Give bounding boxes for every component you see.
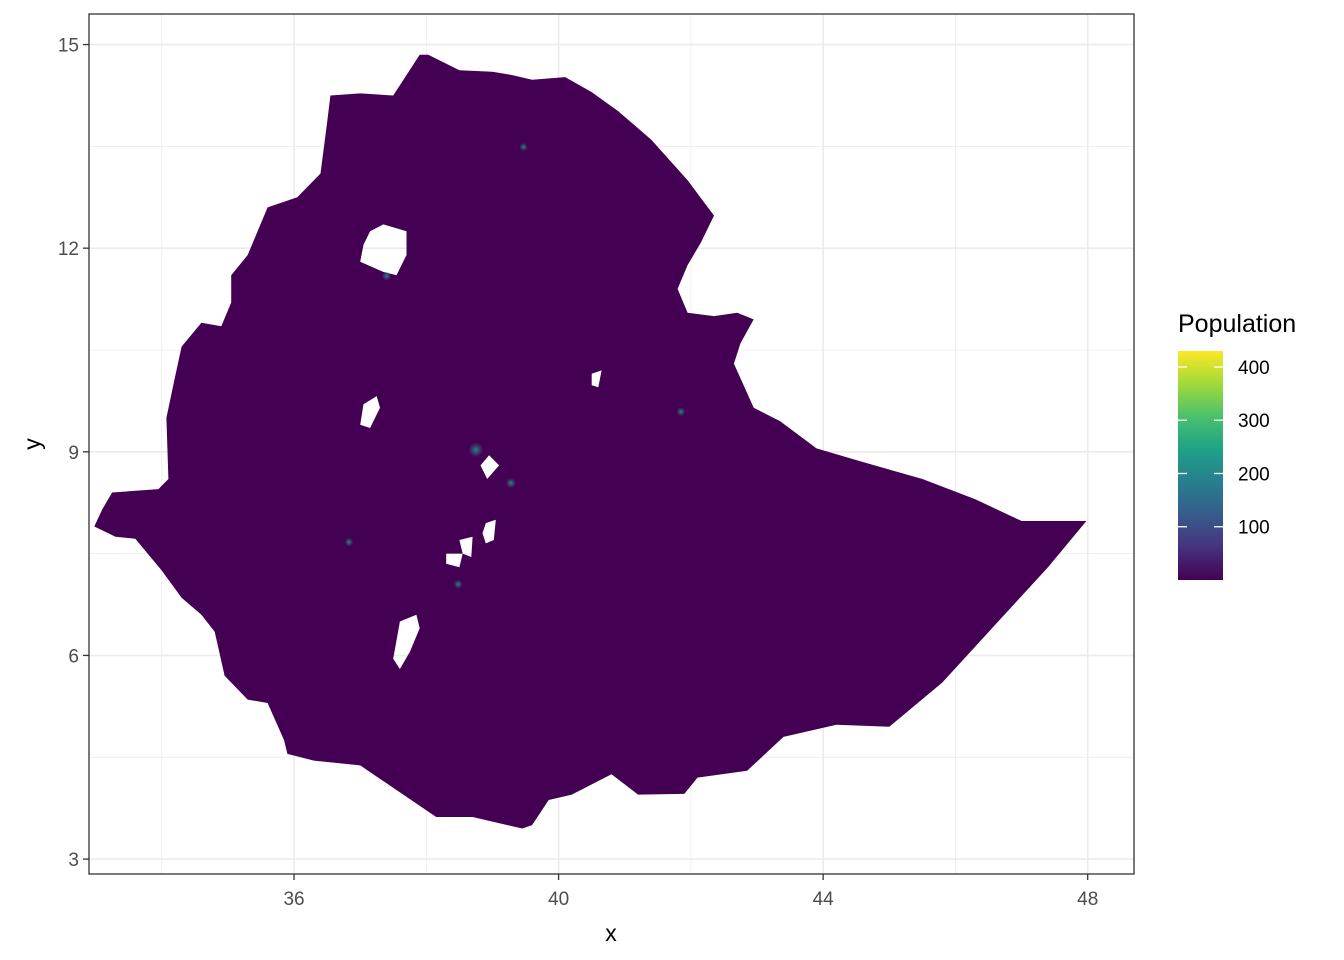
x-tick-label: 48	[1077, 889, 1098, 910]
y-tick-label: 6	[68, 646, 79, 667]
panel-border	[88, 13, 1135, 875]
population-hotspot	[453, 579, 463, 589]
ethiopia-region	[94, 54, 1087, 829]
population-hotspot	[519, 142, 528, 152]
legend-colorbar	[1178, 351, 1223, 580]
y-tick-label: 12	[58, 239, 79, 260]
y-axis: 3 6 9 12 15	[58, 36, 89, 871]
population-hotspot	[381, 271, 392, 281]
legend-tick-label: 200	[1238, 464, 1270, 485]
population-hotspot	[676, 407, 686, 417]
y-axis-title: y	[19, 438, 45, 450]
x-tick-label: 36	[283, 889, 304, 910]
x-axis-title: x	[605, 920, 617, 946]
x-axis: 36 40 44 48	[283, 874, 1098, 910]
legend: Population 100 200 300 400	[1178, 310, 1296, 580]
legend-title: Population	[1178, 310, 1296, 338]
legend-tick-label: 300	[1238, 411, 1270, 432]
y-tick-label: 3	[68, 850, 79, 871]
population-hotspot	[468, 442, 484, 458]
hotspot-layer	[344, 142, 686, 589]
map-region-layer	[94, 54, 1087, 829]
y-tick-label: 9	[68, 443, 79, 464]
x-tick-label: 40	[548, 889, 569, 910]
population-hotspot	[505, 477, 517, 489]
legend-tick-label: 400	[1238, 358, 1270, 379]
x-tick-label: 44	[813, 889, 835, 910]
legend-ticks: 100 200 300 400	[1178, 358, 1270, 539]
population-hotspot	[344, 537, 354, 547]
legend-tick-label: 100	[1238, 518, 1270, 539]
y-tick-label: 15	[58, 36, 79, 57]
